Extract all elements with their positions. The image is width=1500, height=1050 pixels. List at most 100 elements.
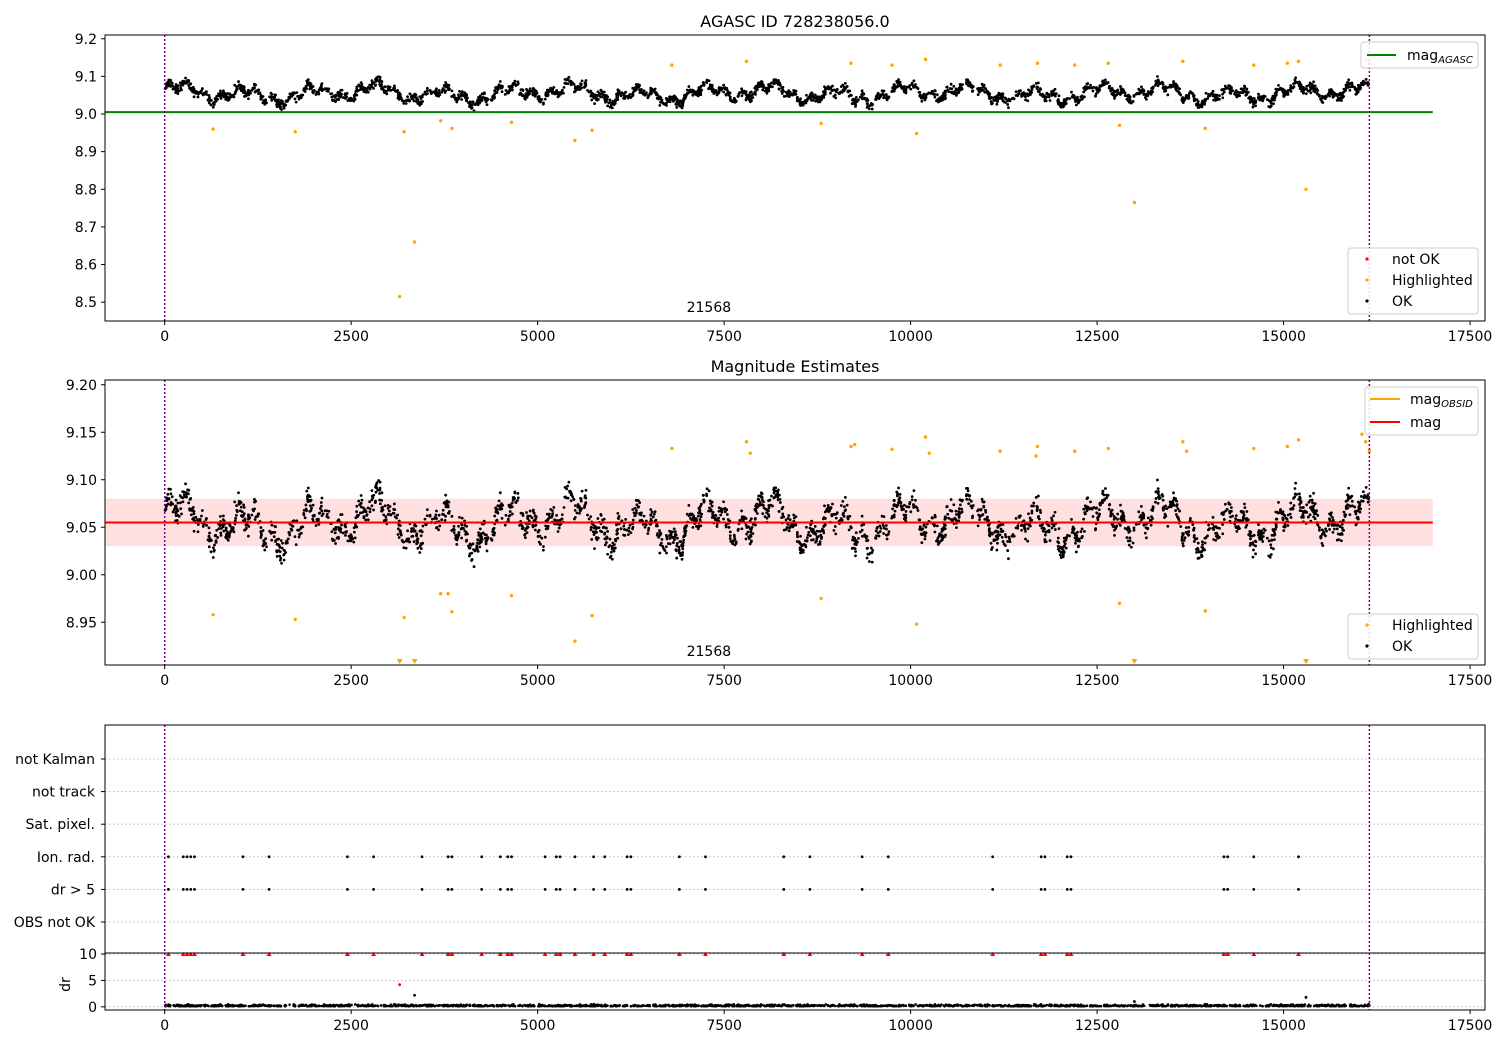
ok-point [961, 83, 964, 86]
ok-point [822, 525, 826, 529]
ok-point [1179, 93, 1183, 97]
ok-point [967, 494, 971, 498]
ok-point [306, 493, 310, 497]
ok-point [1325, 529, 1328, 533]
ok-point [228, 96, 232, 99]
ok-point [1183, 536, 1187, 540]
ok-point [834, 96, 838, 100]
ok-point [1064, 102, 1068, 105]
ok-point [457, 96, 461, 100]
ok-point [1101, 492, 1105, 496]
ok-point [556, 95, 560, 99]
ok-point [1101, 501, 1104, 505]
ok-point [1203, 102, 1206, 106]
y-tick-label: 9.0 [75, 107, 97, 123]
ok-point [765, 511, 768, 515]
ok-point [881, 524, 885, 528]
ok-point [796, 535, 799, 539]
ok-point [370, 489, 374, 492]
ok-point [865, 547, 869, 550]
ok-point [747, 98, 751, 102]
ok-point [177, 89, 181, 93]
ok-point [987, 523, 991, 527]
ok-point [1347, 486, 1351, 490]
ok-point [1109, 89, 1113, 93]
ok-point [943, 523, 947, 527]
x-tick-label: 7500 [706, 329, 742, 345]
ok-point [1137, 87, 1141, 91]
ok-point [275, 105, 279, 109]
ok-point [584, 82, 588, 86]
ok-point [1052, 524, 1056, 528]
ok-point [370, 504, 374, 508]
ok-point [532, 91, 535, 95]
ok-point [640, 91, 644, 94]
ok-point [1311, 84, 1315, 87]
ok-point [1043, 533, 1047, 537]
ok-point [434, 513, 438, 517]
ok-point [1324, 527, 1328, 531]
ok-point [1236, 93, 1240, 97]
ok-point [537, 540, 541, 544]
ok-point [1360, 494, 1363, 498]
ok-point [677, 547, 681, 551]
ok-point [492, 533, 496, 537]
ok-point [165, 497, 169, 501]
ok-point [709, 502, 713, 506]
ok-point [1354, 92, 1358, 96]
ok-point [726, 90, 730, 94]
ok-point [1306, 515, 1310, 519]
ok-point [647, 526, 651, 530]
ok-point [1154, 497, 1158, 500]
ok-point [898, 492, 902, 496]
ok-point [1222, 510, 1226, 514]
ok-point [1195, 537, 1199, 541]
ok-point [237, 491, 240, 495]
ok-point [1167, 505, 1171, 509]
ok-point [1223, 84, 1227, 88]
ok-point [301, 93, 305, 97]
ok-point [854, 103, 857, 107]
ok-point [1211, 515, 1215, 519]
ok-point [1178, 509, 1181, 513]
ok-point [731, 100, 735, 104]
ok-point [874, 98, 878, 102]
ok-point [376, 488, 380, 492]
ok-point [674, 102, 678, 106]
ok-point [304, 503, 308, 507]
ok-point [1338, 525, 1342, 529]
ok-point [455, 543, 459, 546]
ok-point [1131, 541, 1135, 545]
ok-point [1175, 499, 1178, 503]
legend-box [1347, 247, 1479, 315]
ok-point [191, 86, 194, 90]
ok-point [814, 540, 817, 544]
ok-point [303, 516, 307, 520]
ok-point [1274, 87, 1278, 91]
ok-point [507, 503, 511, 507]
ok-point [188, 87, 192, 90]
ok-point [1318, 93, 1321, 97]
ok-point [510, 88, 514, 92]
ok-point [305, 509, 308, 513]
ok-point [960, 507, 964, 511]
ok-point [291, 524, 295, 528]
ok-point [243, 528, 247, 532]
ok-point [744, 523, 748, 527]
ok-point [1227, 84, 1231, 88]
ok-point [1286, 513, 1290, 517]
ok-point [782, 515, 785, 519]
ok-point [1156, 487, 1160, 491]
ok-point [458, 515, 461, 519]
ok-point [893, 85, 896, 89]
ok-point [498, 80, 502, 83]
ok-point [521, 514, 525, 517]
ok-point [473, 103, 477, 107]
ok-point [238, 83, 242, 87]
ok-point [378, 75, 382, 79]
ok-point [285, 541, 289, 545]
ok-point [1279, 508, 1282, 511]
x-tick-label: 17500 [1448, 329, 1493, 345]
ok-point [312, 89, 316, 92]
ok-point [1008, 98, 1011, 102]
